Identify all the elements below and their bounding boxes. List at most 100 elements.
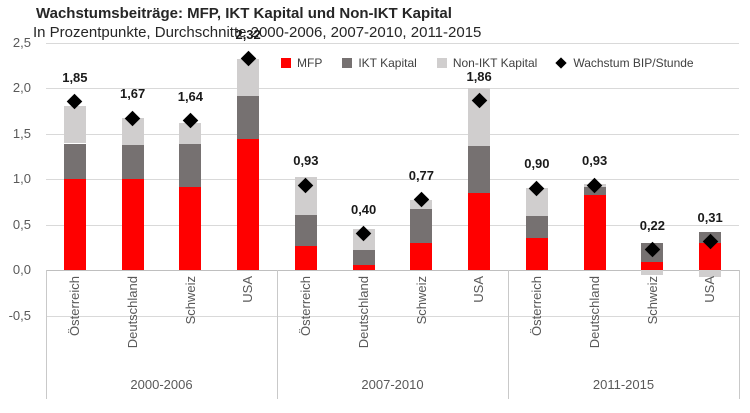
x-axis-line — [46, 270, 739, 271]
bar-segment-mfp — [237, 138, 260, 270]
y-axis-label: 1,5 — [12, 125, 31, 141]
legend-swatch-diamond-icon — [555, 57, 567, 69]
data-label: 0,31 — [697, 209, 723, 225]
legend-item-bip: Wachstum BIP/Stunde — [555, 56, 694, 70]
category-label: Österreich — [508, 276, 566, 372]
period-label: 2007-2010 — [361, 377, 424, 392]
y-axis-label: 0,0 — [12, 262, 31, 277]
legend: MFP IKT Kapital Non-IKT Kapital Wachstum… — [281, 56, 694, 70]
category-label-text: Deutschland — [586, 276, 602, 349]
gridline — [46, 42, 739, 44]
group-divider — [277, 270, 278, 399]
bar-segment-mfp — [641, 261, 664, 270]
gridline — [46, 224, 739, 226]
data-label: 2,32 — [235, 26, 261, 42]
category-label: USA — [450, 276, 508, 372]
bar-segment-ikt — [294, 215, 317, 247]
bar-segment-mfp — [121, 179, 144, 270]
data-label: 1,67 — [119, 86, 146, 102]
category-label: Schweiz — [162, 276, 220, 372]
chart-subtitle: In Prozentpunkte, Durchschnitte 2000-200… — [33, 24, 482, 41]
legend-label-nonikt: Non-IKT Kapital — [452, 56, 538, 70]
legend-swatch-mfp-icon — [281, 58, 291, 68]
category-label-text: Österreich — [67, 276, 83, 336]
data-label: 0,90 — [524, 156, 550, 172]
y-axis-label: -0,5 — [8, 307, 31, 323]
bar-segment-mfp — [352, 265, 375, 270]
data-label: 0,40 — [350, 201, 377, 217]
data-label: 1,86 — [466, 68, 492, 84]
bar-segment-ikt — [179, 144, 202, 188]
gridline — [46, 315, 739, 317]
category-label: Deutschland — [566, 276, 624, 372]
bar-segment-mfp — [63, 179, 86, 270]
period-label: 2000-2006 — [130, 377, 193, 392]
bar-segment-mfp — [179, 187, 202, 270]
y-axis-label: 0,5 — [12, 216, 31, 232]
category-label-text: USA — [471, 276, 487, 303]
bar-segment-nonikt — [179, 122, 202, 145]
group-divider — [739, 270, 740, 399]
bar-segment-nonikt — [121, 118, 144, 146]
bar-segment-ikt — [468, 146, 491, 193]
category-label-text: USA — [702, 276, 718, 303]
category-label-text: Deutschland — [355, 276, 371, 349]
category-label: Österreich — [46, 276, 104, 372]
period-label: 2011-2015 — [592, 377, 655, 392]
bar-segment-mfp — [699, 242, 722, 270]
gridline — [46, 179, 739, 180]
data-label: 0,93 — [581, 153, 608, 169]
legend-item-mfp: MFP — [281, 56, 322, 70]
category-label-text: Schweiz — [644, 276, 660, 325]
category-label-text: Deutschland — [124, 276, 140, 349]
category-label: USA — [219, 276, 277, 372]
data-label: 1,85 — [62, 69, 88, 85]
bar-segment-nonikt — [63, 106, 86, 144]
group-divider — [508, 270, 509, 399]
bar-segment-mfp — [583, 195, 606, 270]
category-label-text: USA — [240, 276, 256, 303]
bar-segment-ikt — [410, 209, 433, 243]
bar-segment-mfp — [410, 242, 433, 270]
legend-label-ikt: IKT Kapital — [358, 56, 417, 70]
data-label: 1,64 — [177, 88, 204, 104]
category-label: Schweiz — [624, 276, 682, 372]
category-label: Deutschland — [335, 276, 393, 372]
category-label-text: Schweiz — [182, 276, 198, 325]
y-axis-label: 2,5 — [12, 34, 31, 50]
category-label-text: Österreich — [529, 276, 545, 336]
category-label: Schweiz — [393, 276, 451, 372]
bar-segment-nonikt — [699, 270, 722, 278]
group-divider — [46, 270, 47, 399]
category-label: USA — [681, 276, 739, 372]
category-label: Österreich — [277, 276, 335, 372]
bar-segment-nonikt — [525, 188, 548, 217]
chart-title: Wachstumsbeiträge: MFP, IKT Kapital und … — [36, 5, 452, 22]
category-label-text: Schweiz — [413, 276, 429, 325]
gridline — [46, 133, 739, 135]
data-label: 0,93 — [293, 153, 319, 169]
bar-segment-mfp — [294, 246, 317, 270]
bar-segment-ikt — [121, 145, 144, 179]
bar-segment-mfp — [468, 192, 491, 270]
bar-segment-ikt — [525, 216, 548, 239]
bar-segment-ikt — [63, 143, 86, 179]
category-label-text: Österreich — [298, 276, 314, 336]
y-axis-label: 1,0 — [12, 171, 31, 186]
bar-segment-ikt — [352, 249, 375, 266]
bar-segment-nonikt — [641, 270, 664, 275]
legend-item-ikt: IKT Kapital — [342, 56, 417, 70]
gridline — [46, 88, 739, 89]
legend-swatch-nonikt-icon — [436, 58, 447, 68]
bar-segment-ikt — [237, 96, 260, 139]
legend-label-mfp: MFP — [297, 56, 323, 70]
legend-label-bip: Wachstum BIP/Stunde — [573, 56, 694, 70]
bar-segment-mfp — [525, 238, 548, 270]
data-label: 0,22 — [639, 217, 666, 233]
legend-swatch-ikt-icon — [342, 58, 353, 68]
data-label: 0,77 — [408, 167, 435, 183]
legend-item-nonikt: Non-IKT Kapital — [436, 56, 538, 70]
y-axis-label: 2,0 — [12, 80, 31, 95]
bar-segment-nonikt — [237, 58, 260, 97]
